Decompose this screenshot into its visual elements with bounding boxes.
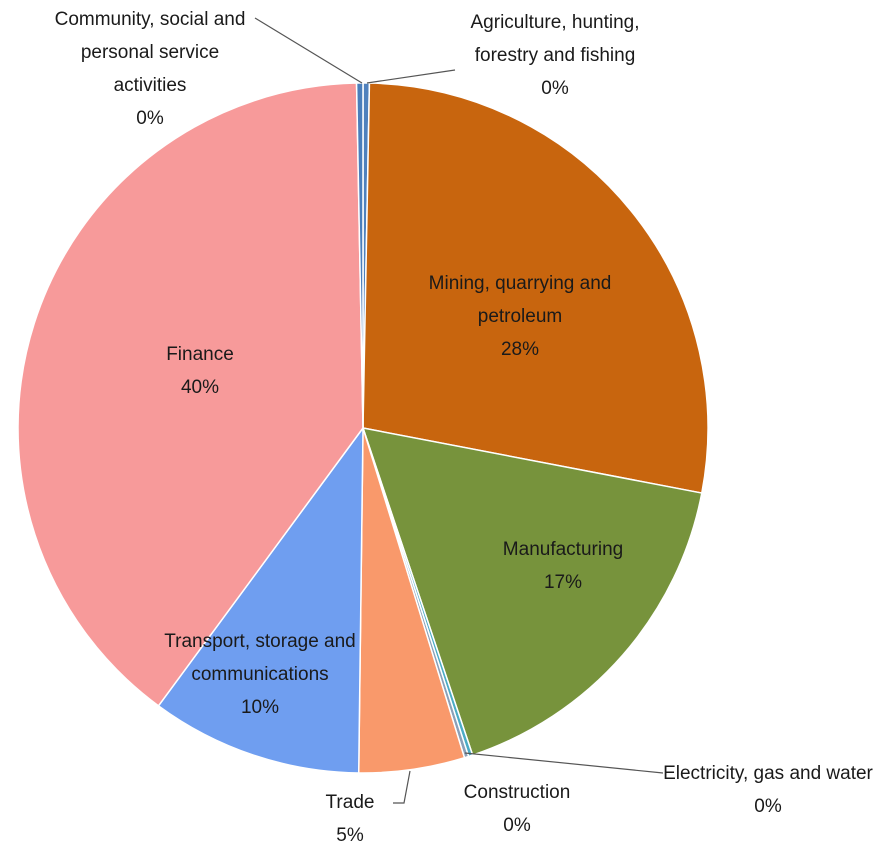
pie-slice — [362, 82, 709, 494]
slice-label: Finance 40% — [140, 338, 260, 404]
slice-label: Agriculture, hunting, forestry and fishi… — [460, 6, 650, 105]
value-label: 0% — [754, 796, 782, 817]
slice-label: Construction 0% — [437, 776, 597, 842]
slice-label: Electricity, gas and water 0% — [663, 757, 873, 823]
leader-line — [393, 770, 411, 804]
category-label: Manufacturing — [502, 539, 624, 560]
slice-label: Transport, storage and communications 10% — [150, 625, 370, 724]
category-label: Transport, storage and communications — [164, 631, 356, 685]
value-label: 28% — [500, 339, 540, 360]
pie-slice — [361, 427, 703, 757]
pie-slice — [355, 82, 364, 429]
category-label: Agriculture, hunting, forestry and fishi… — [470, 12, 640, 66]
value-label: 40% — [180, 377, 220, 398]
category-label: Trade — [325, 792, 375, 813]
leader-line — [366, 69, 456, 84]
pie-slice — [157, 425, 364, 774]
slice-label: Mining, quarrying and petroleum 28% — [405, 267, 635, 366]
leader-line — [464, 752, 664, 774]
leader-line — [254, 17, 363, 84]
category-label: Electricity, gas and water — [663, 763, 873, 784]
category-label: Construction — [463, 782, 571, 803]
value-label: 0% — [541, 78, 569, 99]
slice-label: Trade 5% — [310, 786, 390, 846]
slice-label: Manufacturing 17% — [463, 533, 663, 599]
value-label: 0% — [503, 815, 531, 836]
value-label: 0% — [136, 108, 164, 129]
pie-slice — [17, 82, 364, 707]
value-label: 10% — [240, 697, 280, 718]
category-label: Mining, quarrying and petroleum — [428, 273, 612, 327]
category-label: Community, social and personal service a… — [54, 9, 246, 96]
category-label: Finance — [166, 344, 234, 365]
value-label: 17% — [543, 572, 583, 593]
value-label: 5% — [336, 825, 364, 846]
slice-label: Community, social and personal service a… — [45, 3, 255, 135]
